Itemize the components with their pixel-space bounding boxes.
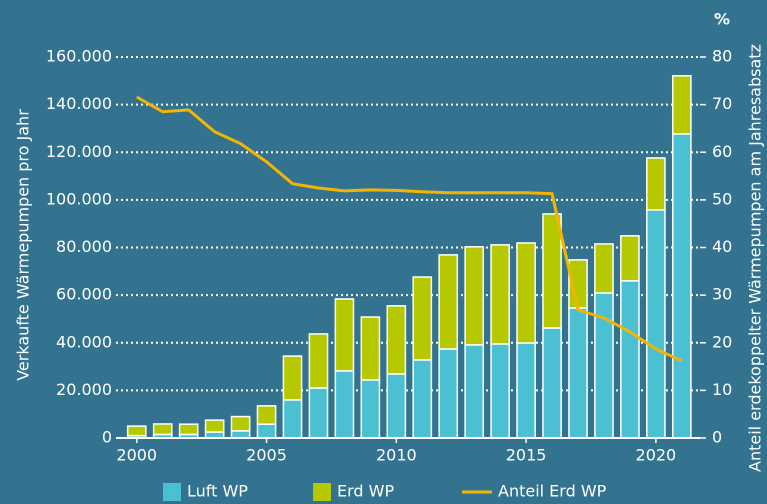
bar <box>412 359 433 439</box>
y-tick-label: 140.000 <box>46 94 112 113</box>
bar <box>646 209 666 439</box>
bar <box>620 235 640 282</box>
legend-swatch <box>163 483 181 501</box>
line-series <box>136 95 683 363</box>
bar <box>646 157 666 211</box>
bar <box>542 213 562 329</box>
bar <box>386 373 407 439</box>
y-tick-label: 20.000 <box>56 380 112 399</box>
bar <box>464 246 485 346</box>
bar <box>542 327 562 439</box>
y2-tick-label: 50 <box>712 189 732 208</box>
x-tick-label: 2010 <box>376 446 417 465</box>
legend-label: Luft WP <box>187 482 248 501</box>
y-tick-label: 100.000 <box>46 189 112 208</box>
bar <box>438 348 459 439</box>
bar <box>178 423 199 436</box>
bar <box>230 415 251 432</box>
x-tick-label: 2020 <box>636 446 677 465</box>
bar <box>308 333 329 389</box>
bar <box>256 405 277 425</box>
bar <box>412 276 433 361</box>
bar <box>360 379 381 439</box>
bar <box>282 399 303 439</box>
bar <box>568 307 588 439</box>
bar <box>256 423 277 439</box>
bar <box>230 430 251 439</box>
y2-tick-label: 40 <box>712 237 732 256</box>
y2-tick-label: 30 <box>712 285 732 304</box>
y2-tick-label: 20 <box>712 332 732 351</box>
bar <box>438 254 459 350</box>
bar <box>671 75 692 135</box>
y2-tick-label: 60 <box>712 142 732 161</box>
y2-tick-label: 0 <box>712 428 722 447</box>
y-axis-label: Verkaufte Wärmepumpen pro Jahr <box>14 109 33 381</box>
x-tick-label: 2015 <box>506 446 547 465</box>
bar <box>594 243 614 294</box>
bar <box>360 316 381 381</box>
bar <box>490 244 510 345</box>
bar <box>516 342 536 439</box>
y-tick-label: 40.000 <box>56 332 112 351</box>
y-tick-label: 160.000 <box>46 47 112 66</box>
bar <box>126 425 147 437</box>
y2-unit: % <box>714 10 730 29</box>
bar <box>334 370 355 439</box>
bar <box>152 423 173 436</box>
bar <box>620 280 640 439</box>
bar <box>204 419 225 433</box>
y2-tick-label: 70 <box>712 94 732 113</box>
legend-swatch <box>313 483 331 501</box>
x-tick-label: 2000 <box>116 446 157 465</box>
bar <box>671 133 692 439</box>
y-tick-label: 80.000 <box>56 237 112 256</box>
bar <box>464 344 485 439</box>
x-tick-label: 2005 <box>246 446 287 465</box>
bar <box>490 343 510 439</box>
y-tick-label: 60.000 <box>56 285 112 304</box>
bar <box>308 387 329 439</box>
bar <box>282 355 303 401</box>
y-tick-label: 0 <box>102 428 112 447</box>
bar <box>516 242 536 344</box>
bar <box>334 298 355 372</box>
y2-tick-label: 10 <box>712 380 732 399</box>
bar <box>386 305 407 375</box>
legend-label: Erd WP <box>337 482 394 501</box>
y-tick-label: 120.000 <box>46 142 112 161</box>
y2-tick-label: 80 <box>712 47 732 66</box>
legend-label: Anteil Erd WP <box>498 482 607 501</box>
y2-axis-label: Anteil erdekoppelter Wärmepumpen am Jahr… <box>746 44 765 472</box>
